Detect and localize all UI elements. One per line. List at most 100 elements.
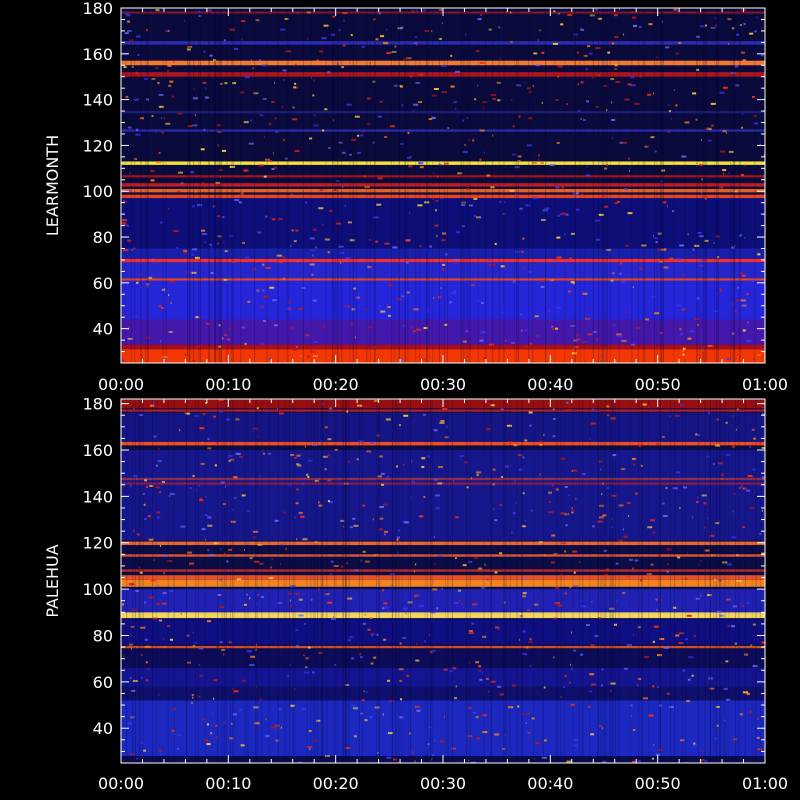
speckle: [307, 746, 313, 749]
speckle: [461, 201, 467, 204]
y-tick-label: 40: [93, 719, 113, 738]
speckle: [669, 257, 674, 260]
speckle: [231, 722, 234, 725]
speckle: [410, 326, 413, 329]
speckle: [312, 443, 318, 446]
speckle: [733, 310, 738, 313]
speckle: [525, 204, 531, 207]
speckle: [716, 724, 719, 727]
speckle: [678, 641, 684, 644]
speckle: [171, 729, 175, 732]
speckle: [330, 618, 336, 621]
speckle: [449, 670, 454, 673]
striation: [572, 399, 574, 763]
speckle: [670, 118, 672, 121]
speckle: [437, 466, 443, 469]
speckle: [588, 690, 592, 693]
striation: [277, 8, 279, 363]
band-18: [121, 41, 765, 45]
speckle: [572, 348, 575, 351]
speckle: [215, 736, 218, 739]
striation: [641, 399, 643, 763]
speckle: [742, 304, 747, 307]
speckle: [253, 706, 259, 709]
speckle: [555, 306, 561, 309]
speckle: [636, 684, 639, 687]
speckle: [441, 65, 447, 68]
speckle: [205, 495, 207, 498]
speckle: [361, 45, 365, 48]
speckle: [312, 94, 315, 97]
speckle: [682, 669, 686, 672]
speckle: [344, 204, 346, 207]
speckle: [411, 751, 415, 754]
speckle: [219, 641, 223, 644]
speckle: [243, 121, 249, 124]
speckle: [155, 9, 160, 12]
speckle: [600, 468, 602, 471]
speckle: [495, 626, 500, 629]
speckle: [644, 655, 650, 658]
speckle: [454, 602, 459, 605]
speckle: [746, 293, 750, 296]
speckle: [590, 422, 596, 425]
speckle: [161, 117, 163, 120]
striation: [439, 8, 441, 363]
striation: [193, 8, 195, 363]
speckle: [384, 135, 388, 138]
speckle: [140, 676, 143, 679]
speckle: [588, 52, 593, 55]
speckle: [552, 418, 556, 421]
speckle: [700, 594, 702, 597]
striation: [369, 8, 371, 363]
striation: [662, 8, 664, 363]
speckle: [661, 502, 665, 505]
speckle: [397, 27, 403, 30]
speckle: [313, 124, 319, 127]
speckle: [731, 302, 734, 305]
speckle: [505, 444, 507, 447]
striation: [490, 399, 492, 763]
speckle: [259, 562, 264, 565]
striation: [545, 8, 547, 363]
speckle: [514, 480, 516, 483]
speckle: [686, 614, 692, 617]
speckle: [359, 134, 364, 137]
speckle: [284, 17, 289, 20]
speckle: [722, 169, 727, 172]
speckle: [514, 166, 520, 169]
speckle: [166, 69, 169, 72]
speckle: [364, 560, 370, 563]
speckle: [691, 674, 694, 677]
speckle: [429, 633, 431, 636]
speckle: [131, 401, 134, 404]
speckle: [214, 724, 218, 727]
speckle: [531, 717, 535, 720]
speckle: [391, 585, 394, 588]
speckle: [398, 529, 401, 532]
speckle: [298, 598, 303, 601]
speckle: [398, 668, 404, 671]
speckle: [672, 487, 678, 490]
speckle: [290, 453, 295, 456]
speckle: [307, 37, 309, 40]
speckle: [736, 33, 740, 36]
speckle: [180, 613, 182, 616]
speckle: [285, 547, 287, 550]
speckle: [714, 737, 718, 740]
speckle: [655, 241, 658, 244]
speckle: [464, 143, 466, 146]
speckle: [466, 486, 469, 489]
speckle: [415, 659, 420, 662]
speckle: [749, 32, 754, 35]
speckle: [614, 623, 618, 626]
speckle: [277, 260, 283, 263]
speckle: [372, 18, 376, 21]
speckle: [604, 205, 609, 208]
speckle: [440, 287, 443, 290]
speckle: [666, 692, 670, 695]
speckle: [450, 85, 455, 88]
speckle: [486, 578, 489, 581]
speckle: [605, 568, 609, 571]
